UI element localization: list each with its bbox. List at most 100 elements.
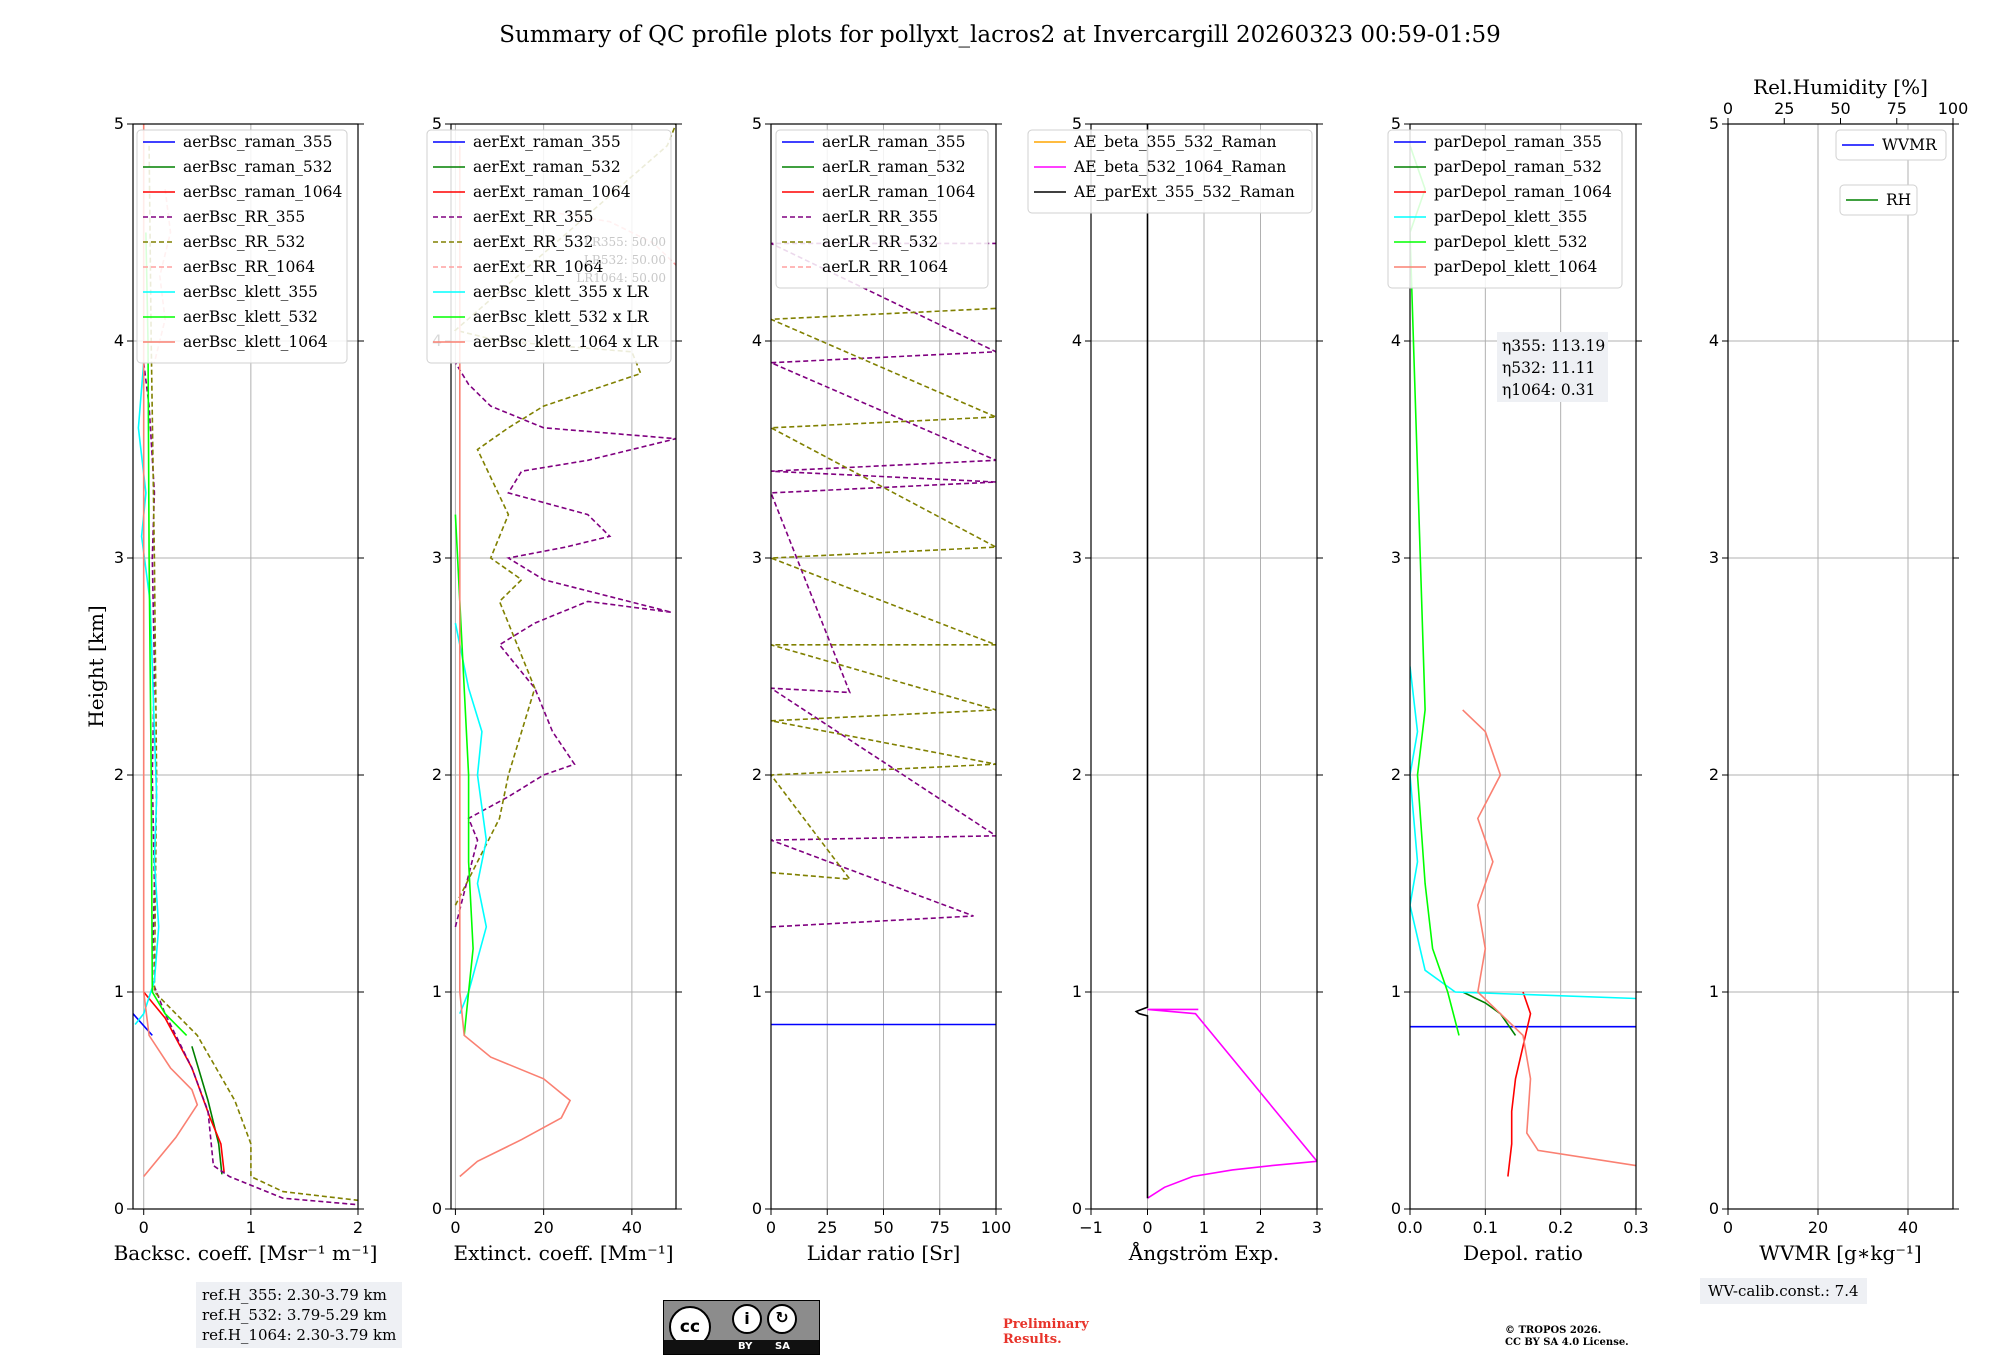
top-tick-label: 25 <box>1774 99 1794 118</box>
y-tick-label: 5 <box>432 114 442 133</box>
ref-height-1064: ref.H_1064: 2.30-3.79 km <box>202 1326 397 1344</box>
series-AE_parExt_355_532_Raman <box>1134 124 1149 1199</box>
y-tick-label: 3 <box>1391 548 1401 567</box>
legend-box <box>1387 129 1623 289</box>
top-tick-label: 0 <box>1723 99 1733 118</box>
legend-label: aerBsc_RR_355 <box>183 208 305 226</box>
legend-label: parDepol_raman_355 <box>1434 133 1602 151</box>
y-tick-label: 2 <box>114 765 124 784</box>
x-tick-label: 100 <box>981 1218 1012 1237</box>
x-tick-label: 0.0 <box>1397 1218 1422 1237</box>
y-tick-label: 2 <box>1072 765 1082 784</box>
legend-box <box>775 129 989 289</box>
license-by: BY <box>738 1341 753 1352</box>
x-tick-label: 0 <box>139 1218 149 1237</box>
legend-label: aerBsc_klett_355 x LR <box>473 283 650 301</box>
legend-box <box>136 129 348 364</box>
legend-label: aerBsc_klett_1064 <box>183 333 328 351</box>
x-axis-label: Backsc. coeff. [Msr⁻¹ m⁻¹] <box>114 1241 378 1265</box>
series-aerBsc_RR_532 <box>148 145 358 1202</box>
y-tick-label: 3 <box>114 548 124 567</box>
x-tick-label: 1 <box>246 1218 256 1237</box>
panel-water_vapor: 0 20 40 0 1 2 3 4 5 WVMR [g∗kg⁻¹] 0 25 50 75 100 Rel.Hu… <box>1709 75 1968 1265</box>
panel-depol: 0.0 0.1 0.2 0.3 0 1 2 3 4 5 Depol. ratio parDepol_r… <box>1387 114 1649 1265</box>
legend-label: aerBsc_klett_355 <box>183 283 318 301</box>
legend-box <box>1835 129 1947 161</box>
series-aerBsc_klett_355 <box>134 362 160 1025</box>
legend-label: aerLR_RR_532 <box>822 233 938 251</box>
legend-label: AE_beta_532_1064_Raman <box>1073 158 1286 176</box>
y-tick-label: 4 <box>114 331 124 350</box>
copyright-line-2: CC BY SA 4.0 License. <box>1505 1337 1629 1348</box>
series-parDepol_klett_1064 <box>1462 709 1636 1167</box>
top-axis-label: Rel.Humidity [%] <box>1753 75 1928 99</box>
lr-annotation: LR355: 50.00 <box>584 235 666 249</box>
series-group <box>771 242 996 1026</box>
panel-lidar_ratio: 0 25 50 75 100 0 1 2 3 4 5 Lidar ratio [Sr] aerLR_ra… <box>752 114 1011 1265</box>
y-tick-label: 1 <box>752 982 762 1001</box>
legend-label: aerExt_RR_532 <box>473 233 594 251</box>
legend-box <box>1027 129 1313 214</box>
top-tick-label: 100 <box>1938 99 1969 118</box>
preliminary-line-1: Preliminary <box>1003 1317 1089 1332</box>
legend-label: aerBsc_RR_532 <box>183 233 305 251</box>
x-axis-label: Depol. ratio <box>1463 1241 1583 1265</box>
series-parDepol_klett_355 <box>1410 666 1636 1000</box>
y-tick-label: 4 <box>1391 331 1401 350</box>
legend-label: parDepol_klett_355 <box>1434 208 1587 226</box>
legend-label: RH <box>1886 191 1911 209</box>
y-tick-label: 5 <box>752 114 762 133</box>
share-alike-icon: ↻ <box>767 1304 797 1334</box>
legend-label: aerLR_RR_355 <box>822 208 938 226</box>
panel-extinction: 02040012345Extinct. coeff. [Mm⁻¹]aerExt_… <box>426 114 682 1265</box>
legend-label: aerExt_raman_355 <box>473 133 621 151</box>
y-tick-label: 1 <box>1709 982 1719 1001</box>
y-tick-label: 3 <box>1709 548 1719 567</box>
x-axis-label: Ångström Exp. <box>1128 1240 1279 1265</box>
y-tick-label: 2 <box>432 765 442 784</box>
axes-frame <box>450 123 677 1210</box>
legend-label: parDepol_raman_532 <box>1434 158 1602 176</box>
y-tick-label: 4 <box>1709 331 1719 350</box>
y-tick-label: 5 <box>1391 114 1401 133</box>
y-tick-label: 5 <box>1072 114 1082 133</box>
series-group <box>1134 124 1317 1199</box>
x-tick-label: 3 <box>1312 1218 1322 1237</box>
eta-box <box>1497 332 1608 402</box>
lr-annotation: LR532: 50.00 <box>584 253 666 267</box>
x-axis-label: WVMR [g∗kg⁻¹] <box>1759 1241 1921 1265</box>
reference-heights-box: ref.H_355: 2.30-3.79 km ref.H_532: 3.79-… <box>196 1282 403 1348</box>
legend-label: aerLR_raman_355 <box>822 133 965 151</box>
y-tick-label: 5 <box>114 114 124 133</box>
y-tick-label: 1 <box>1391 982 1401 1001</box>
preliminary-note: Preliminary Results. <box>1003 1317 1089 1347</box>
y-tick-label: 0 <box>1709 1199 1719 1218</box>
copyright-note: © TROPOS 2026. CC BY SA 4.0 License. <box>1505 1325 1629 1349</box>
legend-label: aerLR_raman_532 <box>822 158 965 176</box>
ref-height-355: ref.H_355: 2.30-3.79 km <box>202 1286 387 1304</box>
license-badge-bar: BY SA <box>664 1340 819 1354</box>
legend-label: parDepol_klett_532 <box>1434 233 1587 251</box>
top-tick-label: 50 <box>1830 99 1850 118</box>
legend-box <box>426 129 672 364</box>
series-group <box>453 124 676 1178</box>
x-tick-label: −1 <box>1079 1218 1103 1237</box>
axes-frame <box>132 123 359 1210</box>
x-tick-label: 0.2 <box>1548 1218 1573 1237</box>
x-tick-label: 0 <box>450 1218 460 1237</box>
eta-annotation: η532: 11.11 <box>1502 359 1595 377</box>
legend-label: aerExt_RR_355 <box>473 208 594 226</box>
x-tick-label: 50 <box>873 1218 893 1237</box>
legend-label: parDepol_raman_1064 <box>1434 183 1612 201</box>
legend-label: aerExt_raman_1064 <box>473 183 631 201</box>
series-aerLR_RR_532 <box>771 307 996 881</box>
legend-label: aerLR_RR_1064 <box>822 258 948 276</box>
top-tick-label: 75 <box>1887 99 1907 118</box>
x-tick-label: 1 <box>1199 1218 1209 1237</box>
legend-label: aerBsc_RR_1064 <box>183 258 315 276</box>
preliminary-line-2: Results. <box>1003 1332 1062 1347</box>
y-tick-label: 1 <box>114 982 124 1001</box>
axes-frame <box>1409 123 1637 1210</box>
